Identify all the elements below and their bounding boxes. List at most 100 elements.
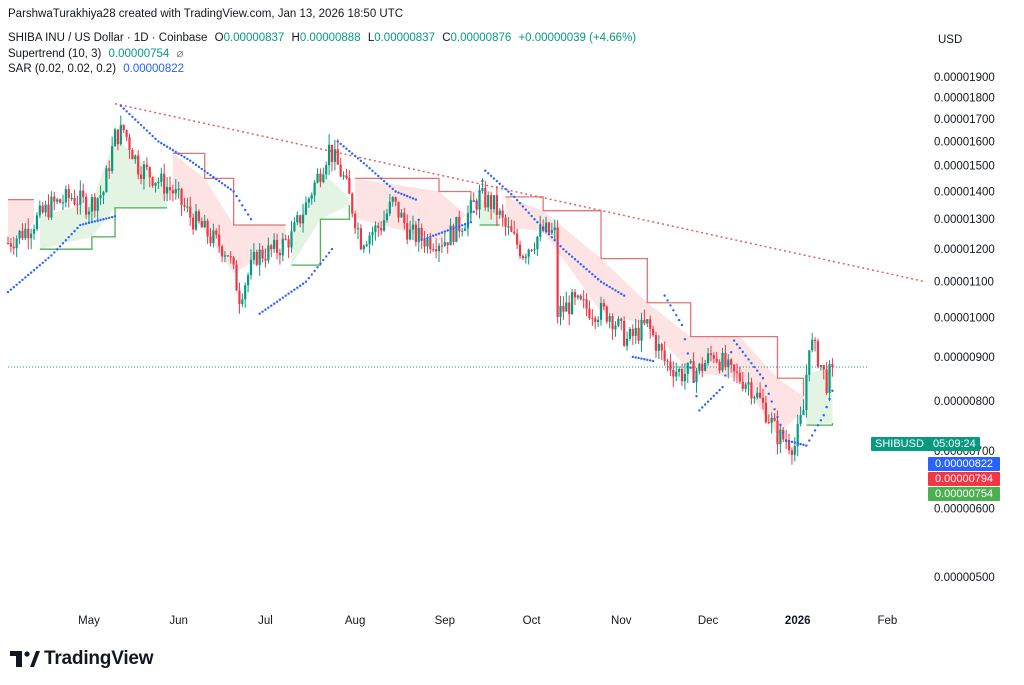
sar-dot — [423, 237, 426, 241]
sar-dot — [579, 263, 582, 266]
y-tick-label: 0.00001200 — [934, 244, 995, 256]
candle-down — [278, 252, 282, 256]
sar-dot — [307, 276, 311, 280]
x-tick-label: Sep — [435, 615, 455, 627]
candle-down — [128, 137, 131, 150]
candle-down — [759, 392, 762, 398]
sar-dot — [186, 157, 189, 161]
sar-dot — [353, 154, 357, 158]
candle-up — [18, 230, 21, 239]
candle-down — [715, 358, 718, 362]
candle-down — [718, 361, 721, 371]
candle-down — [521, 256, 525, 259]
sar-dot — [365, 164, 368, 167]
tradingview-logo[interactable]: TradingView — [10, 648, 154, 670]
sar-dot — [160, 142, 163, 145]
sar-dot — [12, 286, 15, 289]
sar-dot — [741, 350, 744, 354]
candle-up — [307, 198, 310, 203]
sar-dot — [403, 193, 406, 197]
candle-up — [385, 213, 389, 221]
candle-down — [562, 305, 565, 312]
candle-down — [735, 371, 739, 373]
candle-down — [137, 155, 140, 175]
sar-dot — [313, 269, 316, 273]
supertrend-label[interactable]: Supertrend (10, 3) — [8, 47, 102, 60]
candle-down — [816, 341, 820, 367]
sar-dot — [397, 191, 400, 194]
sar-price-tag: 0.00000822 — [928, 457, 1000, 471]
currency-label[interactable]: USD — [938, 34, 963, 46]
sar-dot — [712, 394, 716, 398]
candle-down — [220, 246, 224, 257]
legend-sar-row[interactable]: SAR (0.02, 0.02, 0.2) 0.00000822 — [8, 62, 640, 78]
y-tick-label: 0.00000600 — [934, 504, 995, 516]
sar-dot — [489, 174, 493, 178]
candle-up — [105, 168, 108, 193]
sar-dot — [539, 224, 542, 227]
sar-dot — [41, 261, 44, 264]
candle-down — [287, 239, 290, 248]
candle-up — [449, 225, 452, 246]
candle-up — [819, 365, 822, 367]
sar-dot — [611, 287, 614, 290]
candle-down — [183, 205, 186, 207]
candle-down — [41, 205, 44, 213]
sar-dot — [264, 308, 267, 311]
sar-dot — [715, 391, 718, 395]
candle-up — [507, 226, 510, 228]
candle-up — [492, 195, 496, 210]
candle-down — [403, 212, 406, 224]
candle-down — [180, 188, 183, 206]
sar-dot — [663, 294, 666, 297]
sar-dot — [44, 259, 47, 262]
candle-up — [698, 363, 701, 371]
candle-down — [53, 196, 56, 202]
sar-dot — [154, 137, 157, 140]
sar-dot — [53, 251, 56, 254]
candle-down — [414, 224, 417, 243]
candle-up — [244, 285, 247, 300]
sar-dot — [287, 292, 290, 295]
sar-dot — [136, 121, 140, 124]
candle-up — [744, 384, 747, 389]
hidden-eye-icon[interactable]: ⌀ — [176, 47, 184, 60]
supertrend-down-fill — [172, 153, 286, 274]
candle-down — [776, 420, 779, 445]
sar-dot — [637, 356, 640, 360]
candle-up — [411, 224, 415, 230]
candle-up — [550, 230, 553, 233]
candle-down — [631, 328, 634, 336]
candle-up — [565, 302, 568, 312]
candle-up — [293, 222, 296, 232]
candle-down — [168, 187, 172, 191]
sar-dot — [261, 310, 264, 313]
sar-dot — [304, 280, 308, 283]
sar-label[interactable]: SAR (0.02, 0.02, 0.2) — [8, 63, 117, 75]
candle-down — [359, 228, 363, 250]
candle-up — [498, 210, 501, 215]
sar-dot — [110, 215, 114, 219]
legend-supertrend-row[interactable]: Supertrend (10, 3) 0.00000754 ⌀ — [8, 47, 640, 63]
y-tick-label: 0.00001400 — [934, 186, 995, 198]
candle-up — [371, 232, 374, 236]
candle-down — [501, 210, 504, 218]
tradingview-logo-icon — [10, 651, 40, 667]
sar-dot — [646, 358, 649, 362]
high-label: H — [291, 32, 300, 44]
sar-dot — [157, 140, 160, 143]
legend-symbol-row[interactable]: SHIBA INU / US Dollar · 1D · Coinbase O0… — [8, 31, 640, 47]
sar-dot — [799, 442, 802, 446]
symbol-title[interactable]: SHIBA INU / US Dollar · 1D · Coinbase — [8, 32, 208, 44]
candle-up — [246, 275, 250, 286]
candle-up — [443, 242, 446, 246]
candle-down — [6, 242, 10, 244]
resistance-trendline — [114, 102, 925, 283]
sar-dot — [559, 244, 562, 248]
candle-down — [330, 144, 334, 162]
sar-dot — [67, 236, 70, 239]
sar-dot — [822, 414, 825, 417]
candle-down — [672, 369, 675, 377]
sar-dot — [58, 245, 62, 248]
